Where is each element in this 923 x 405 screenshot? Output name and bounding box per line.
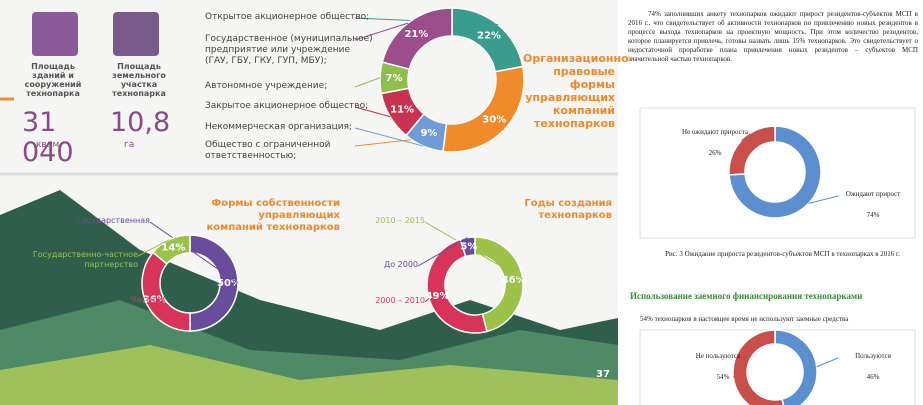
category-label: Пользуются [838, 352, 908, 361]
stat-unit: га [124, 140, 184, 151]
value-label: 46% [502, 275, 526, 286]
stat-value: 31 040 [22, 108, 112, 168]
category-label: 2010 – 2015 [355, 216, 425, 226]
value-label: 22% [477, 30, 501, 41]
value-label: 14% [161, 243, 185, 254]
stat-label: Площадь зданий и сооружений технопарка [18, 62, 88, 98]
value-label: 21% [404, 29, 428, 40]
value-label: 7% [386, 73, 403, 84]
collage: 22%30%9%11%7%21%50%36%14%46%49%5% Площад… [0, 0, 923, 405]
category-label: Не ожидают прироста [680, 128, 750, 137]
value-label: 49% [426, 291, 450, 302]
value-label: 11% [390, 105, 414, 116]
category-label: Государственно-частное партнерство [18, 250, 138, 270]
text: 54% технопарков в настоящее время не исп… [640, 315, 923, 324]
caption: Рис. 3 Ожидание прироста резидентов-субъ… [650, 250, 915, 259]
section-heading: Использование заемного финансирования те… [630, 291, 923, 302]
page: 22%30%9%11%7%21%50%36%14%46%49%5% Площад… [0, 0, 923, 405]
value-label: 30% [482, 115, 506, 126]
category-label: Государственное (муниципальное) предприя… [205, 34, 375, 67]
chart-title: Годы создания технопарков [520, 198, 612, 222]
stat-unit: кв. м [36, 140, 96, 151]
category-label: До 2000 [368, 260, 418, 270]
icon [32, 12, 78, 56]
category-label: Частная [85, 295, 165, 305]
category-label: Открытое акционерное общество; [205, 12, 375, 23]
chart-title: Организационно-правовые формы управляющи… [523, 52, 615, 130]
category-label: Государственная [50, 216, 150, 226]
paragraph: 74% заполнивших анкету технопарков ожида… [628, 10, 918, 64]
value-label: 50% [217, 278, 241, 289]
value-label: 9% [420, 128, 437, 139]
value-label: 26% [680, 148, 750, 159]
page-number: 37 [596, 369, 616, 380]
value-label: 54% [688, 372, 758, 383]
category-label: Не пользуются [688, 352, 748, 361]
category-label: Автономное учреждение; [205, 81, 375, 92]
category-label: Общество с ограниченной ответственностью… [205, 140, 375, 162]
stat-value: 10,8 [110, 108, 200, 138]
value-label: 74% [838, 210, 908, 221]
chart-title: Формы собственности управляющих компаний… [205, 198, 340, 234]
icon [113, 12, 159, 56]
category-label: Ожидают прирост [838, 190, 908, 199]
value-label: 46% [838, 372, 908, 383]
stat-label: Площадь земельного участка технопарка [104, 62, 174, 98]
category-label: 2000 – 2010 [355, 296, 425, 306]
category-label: Некоммерческая организация; [205, 122, 375, 133]
value-label: 5% [460, 241, 477, 252]
category-label: Закрытое акционерное общество; [205, 101, 375, 112]
